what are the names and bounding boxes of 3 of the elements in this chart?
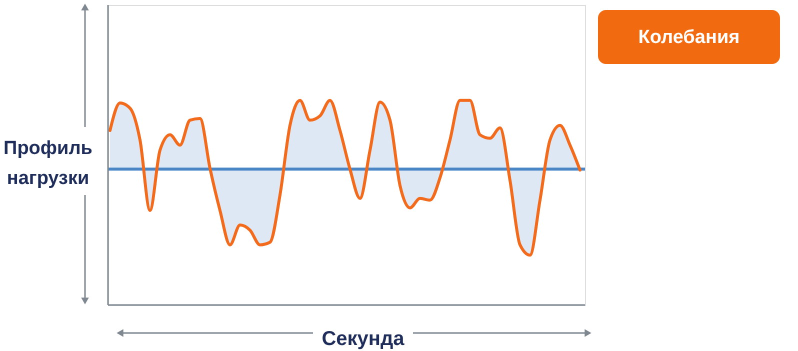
y-axis-title: Профиль нагрузки	[4, 138, 92, 189]
x-axis-title: Секунда	[322, 328, 406, 350]
text: Колебания	[638, 27, 740, 48]
